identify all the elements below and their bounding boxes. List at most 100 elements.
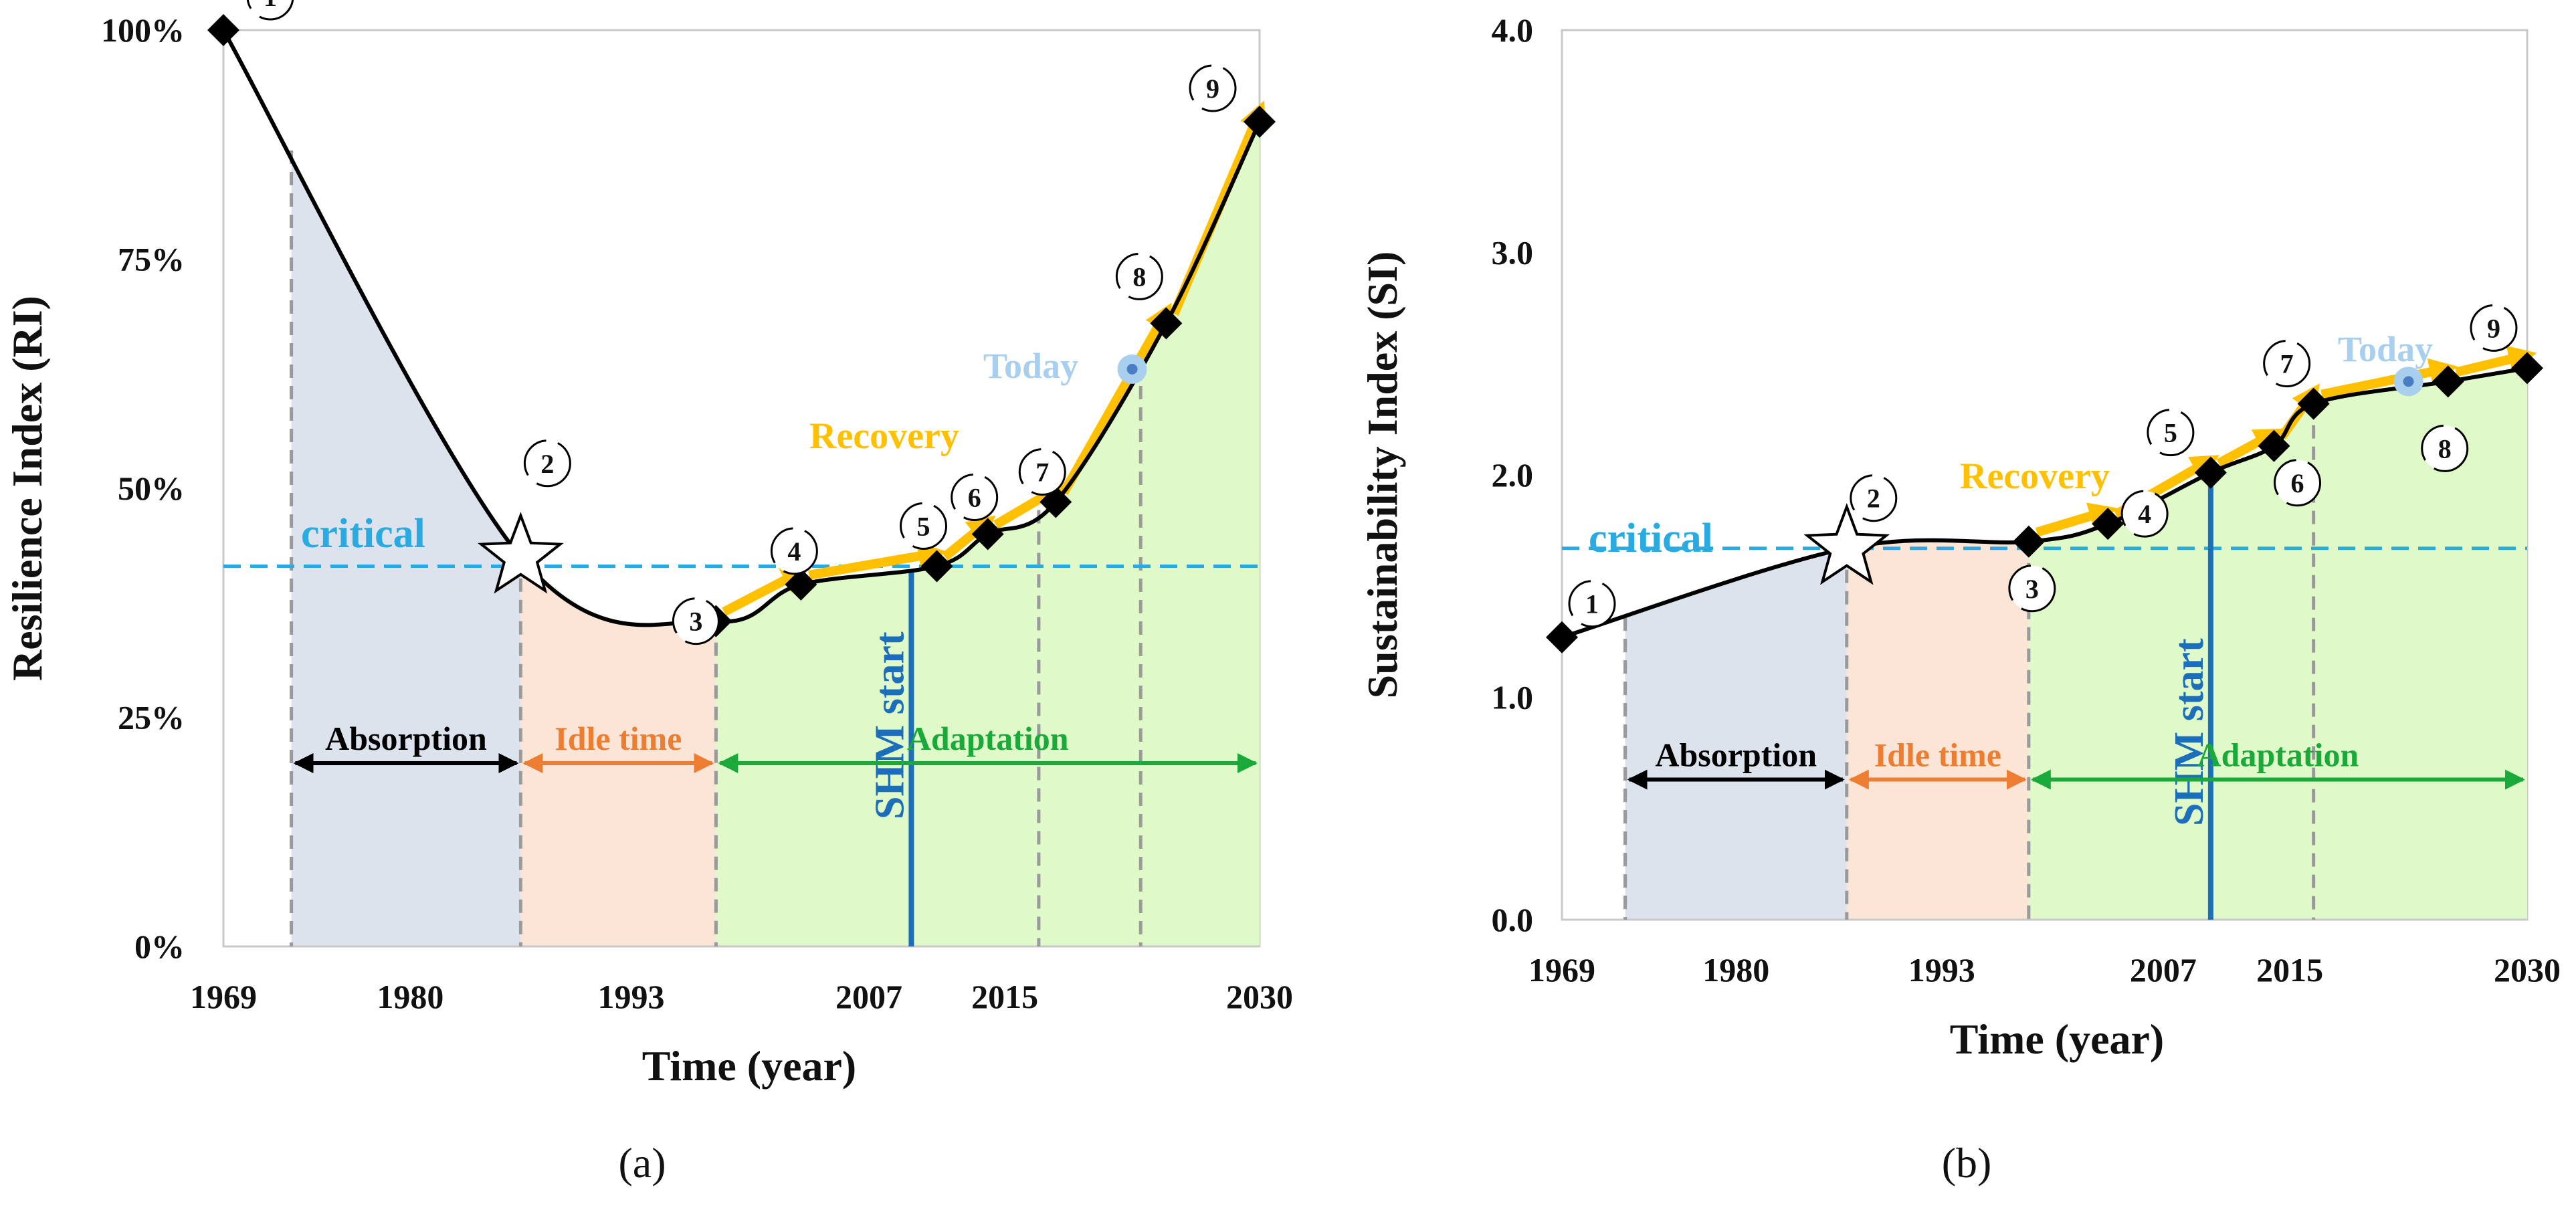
today-dot (2403, 376, 2414, 387)
today-label: Today (983, 346, 1078, 386)
cycle-badge (2008, 565, 2056, 613)
panel-a: critical SHM start Recovery Today 1 2 3 4 5 6 7 8 9 A… (3, 0, 1293, 1187)
data-point-diamond (2258, 429, 2290, 462)
recovery-arrow (1060, 302, 1172, 496)
y-tick-label: 0% (134, 928, 185, 965)
cycle-badge (2470, 304, 2518, 352)
cycle-number: 7 (1035, 458, 1049, 488)
x-tick-label: 2007 (835, 978, 902, 1015)
y-tick-label: 4.0 (1492, 11, 1534, 49)
x-tick-label: 1980 (377, 978, 443, 1015)
x-tick-label: 2015 (2256, 951, 2323, 989)
cycle-number: 6 (968, 483, 981, 513)
cycle-number: 4 (2138, 499, 2151, 529)
absorption-label: Absorption (1655, 736, 1817, 774)
x-tick-label: 2007 (2130, 951, 2197, 989)
cycle-badge (2263, 340, 2311, 388)
cycle-badge (2147, 409, 2195, 457)
data-point-diamond (2092, 508, 2124, 540)
y-tick-label: 2.0 (1492, 456, 1534, 494)
x-axis-title: Time (year) (642, 1042, 856, 1090)
cycle-badge (2120, 490, 2169, 538)
y-tick-label: 3.0 (1492, 234, 1534, 272)
critical-label: critical (301, 511, 425, 557)
idle-time-region (520, 30, 716, 946)
y-tick-label: 25% (118, 699, 185, 736)
cycle-number: 1 (264, 0, 277, 12)
critical-label: critical (1589, 516, 1713, 561)
event-star (1803, 502, 1890, 585)
data-point-diamond (1244, 106, 1276, 138)
data-point-diamond (2012, 525, 2045, 558)
recovery-label: Recovery (809, 415, 959, 457)
cycle-number: 9 (1206, 74, 1219, 104)
cycle-number: 5 (917, 511, 930, 541)
x-tick-label: 1993 (597, 978, 664, 1015)
cycle-badge (900, 502, 948, 550)
cycle-badge (1850, 474, 1898, 522)
today-dot (1126, 363, 1138, 375)
cycle-badge (523, 439, 571, 488)
recovery-arrow (2216, 428, 2283, 468)
absorption-region (291, 30, 521, 946)
adaptation-label: Adaptation (2197, 736, 2359, 774)
shm-start-label: SHM start (867, 631, 912, 819)
data-point-diamond (1546, 621, 1578, 653)
idle-time-label: Idle time (555, 720, 682, 757)
panel-label: (b) (1942, 1139, 1992, 1187)
data-point-diamond (207, 14, 239, 46)
data-point-diamond (2194, 456, 2227, 489)
x-tick-label: 1993 (1908, 951, 1975, 989)
y-tick-label: 0.0 (1492, 901, 1534, 938)
cycle-number: 1 (1585, 589, 1599, 619)
cycle-number: 3 (2025, 574, 2039, 604)
y-tick-label: 75% (118, 241, 185, 278)
cycle-number: 5 (2164, 418, 2177, 448)
data-point-diamond (920, 550, 953, 583)
recovery-arrow (722, 567, 810, 616)
cycle-badge (1568, 580, 1616, 628)
cycle-badge (1115, 252, 1163, 300)
data-point-diamond (2297, 387, 2330, 420)
cycle-badge (672, 597, 720, 645)
today-label: Today (2338, 329, 2433, 369)
recovery-label: Recovery (1960, 456, 2110, 497)
data-point-diamond (971, 518, 1004, 550)
event-star (477, 512, 564, 594)
panel-label: (a) (618, 1139, 666, 1187)
adaptation-label: Adaptation (907, 720, 1069, 757)
x-tick-label: 1969 (190, 978, 257, 1015)
x-axis-title: Time (year) (1950, 1015, 2164, 1063)
data-point-diamond (1150, 307, 1183, 340)
absorption-region (1625, 368, 1847, 920)
recovery-arrow (2455, 345, 2537, 377)
cycle-number: 8 (2438, 433, 2452, 464)
data-point-diamond (2511, 352, 2543, 385)
idle-time-label: Idle time (1874, 736, 2001, 774)
x-tick-label: 2015 (971, 978, 1038, 1015)
x-tick-label: 1980 (1702, 951, 1769, 989)
cycle-number: 9 (2487, 313, 2500, 343)
y-axis-title: Resilience Index (RI) (3, 296, 51, 681)
cycle-badge (2421, 424, 2469, 472)
cycle-badge (246, 0, 294, 21)
cycle-number: 3 (689, 607, 702, 637)
cycle-number: 8 (1132, 262, 1146, 292)
absorption-label: Absorption (325, 720, 487, 757)
y-axis-title: Sustainability Index (SI) (1359, 251, 1406, 699)
cycle-badge (770, 527, 818, 575)
cycle-number: 7 (2280, 349, 2294, 379)
cycle-number: 2 (540, 449, 554, 479)
cycle-badge (2274, 459, 2322, 507)
data-point-diamond (785, 568, 817, 601)
y-tick-label: 50% (118, 470, 185, 507)
shm-start-label: SHM start (2167, 638, 2212, 826)
cycle-badge (951, 474, 999, 521)
x-tick-label: 2030 (2494, 951, 2561, 989)
recovery-arrow (2320, 358, 2458, 399)
recovery-arrow (2035, 502, 2118, 537)
recovery-arrow (808, 542, 947, 580)
cycle-number: 2 (1867, 484, 1880, 514)
